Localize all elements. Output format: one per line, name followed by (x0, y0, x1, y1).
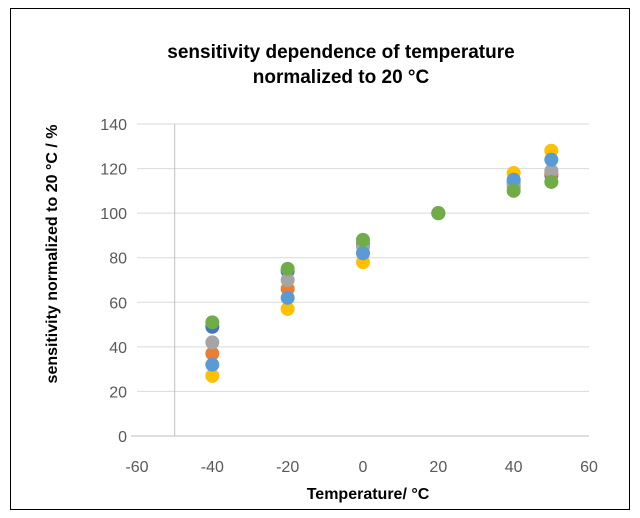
chart: 0 20 40 60 80 100 120 140 -60 -40 -20 0 20 40 60 sens… (44, 42, 598, 503)
x-tick-label: -20 (276, 459, 299, 476)
data-points (205, 143, 559, 383)
data-point (280, 261, 295, 276)
y-axis-label: sensitivity normalized to 20 °C / % (44, 125, 61, 384)
data-point (544, 152, 559, 167)
y-tick-label: 80 (109, 251, 127, 268)
data-point (431, 206, 446, 221)
data-point (356, 246, 370, 261)
data-point (280, 273, 295, 287)
data-point (280, 290, 295, 305)
data-point (205, 346, 220, 361)
y-tick-label: 20 (109, 384, 127, 401)
data-point (506, 183, 521, 198)
data-point (356, 232, 370, 247)
y-tick-label: 140 (100, 117, 127, 134)
x-tick-labels: -60 -40 -20 0 20 40 60 (125, 459, 598, 476)
data-point (205, 335, 220, 350)
data-point (506, 172, 521, 187)
data-point (280, 301, 295, 316)
data-point (205, 357, 220, 372)
x-axis-label: Temperature/ °C (307, 486, 430, 503)
data-point (205, 315, 220, 330)
x-tick-label: 0 (359, 459, 368, 476)
x-tick-label: 20 (429, 459, 447, 476)
y-tick-label: 100 (100, 206, 127, 223)
y-tick-label: 40 (109, 340, 127, 357)
x-tick-label: 40 (505, 459, 523, 476)
x-tick-label: 60 (580, 459, 598, 476)
y-tick-label: 0 (118, 429, 127, 446)
y-tick-label: 120 (100, 162, 127, 179)
axes (131, 124, 589, 437)
chart-title-line-1: sensitivity dependence of temperature (167, 42, 514, 63)
data-point (544, 174, 559, 189)
chart-title-line-2: normalized to 20 °C (253, 67, 430, 88)
y-tick-label: 60 (109, 295, 127, 312)
x-tick-label: -60 (125, 459, 148, 476)
data-point (544, 163, 559, 178)
data-point (205, 368, 220, 383)
x-tick-label: -40 (201, 459, 224, 476)
y-tick-labels: 0 20 40 60 80 100 120 140 (100, 117, 127, 446)
chart-frame: 0 20 40 60 80 100 120 140 -60 -40 -20 0 20 40 60 sens… (10, 8, 630, 510)
